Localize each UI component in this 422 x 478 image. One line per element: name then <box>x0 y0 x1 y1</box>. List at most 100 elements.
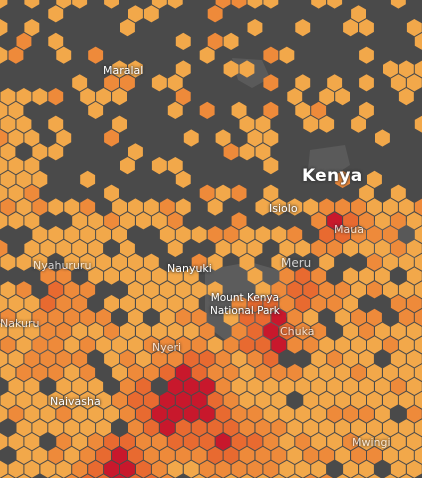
hex-bin[interactable] <box>167 405 183 423</box>
hex-bin[interactable] <box>183 350 199 368</box>
hex-bin[interactable] <box>303 308 319 326</box>
hex-bin[interactable] <box>398 60 414 78</box>
hex-bin[interactable] <box>287 198 303 216</box>
hex-bin[interactable] <box>390 322 406 340</box>
hex-bin[interactable] <box>167 212 183 230</box>
hex-bin[interactable] <box>1 474 16 478</box>
hex-bin[interactable] <box>24 295 40 313</box>
hex-bin[interactable] <box>239 60 255 78</box>
hex-bin[interactable] <box>390 433 406 451</box>
hex-bin[interactable] <box>239 391 255 409</box>
hex-bin[interactable] <box>175 364 191 382</box>
hex-bin[interactable] <box>128 5 143 23</box>
hex-bin[interactable] <box>80 474 95 478</box>
hex-bin[interactable] <box>191 446 207 464</box>
hex-bin[interactable] <box>398 446 414 464</box>
hex-bin[interactable] <box>32 198 48 216</box>
hex-bin[interactable] <box>159 364 175 382</box>
hex-bin[interactable] <box>295 460 311 478</box>
hex-bin[interactable] <box>8 46 24 64</box>
hex-bin[interactable] <box>80 88 96 106</box>
hex-bin[interactable] <box>359 101 374 119</box>
hex-bin[interactable] <box>215 460 231 478</box>
hex-bin[interactable] <box>383 226 398 244</box>
hex-bin[interactable] <box>175 198 191 216</box>
hex-bin[interactable] <box>223 143 239 161</box>
hex-bin[interactable] <box>88 101 104 119</box>
hex-bin[interactable] <box>167 239 183 257</box>
hex-bin[interactable] <box>24 405 40 423</box>
hex-bin[interactable] <box>128 419 143 437</box>
hex-bin[interactable] <box>359 350 374 368</box>
hex-bin[interactable] <box>112 60 127 78</box>
hex-bin[interactable] <box>231 184 247 202</box>
hex-bin[interactable] <box>0 170 16 188</box>
hex-bin[interactable] <box>247 295 263 313</box>
hex-bin[interactable] <box>136 405 151 423</box>
hex-bin[interactable] <box>112 115 127 133</box>
hex-bin[interactable] <box>375 239 390 257</box>
hex-bin[interactable] <box>96 474 111 478</box>
hex-bin[interactable] <box>88 322 104 340</box>
hex-bin[interactable] <box>72 322 88 340</box>
hex-bin[interactable] <box>335 308 350 326</box>
hex-bin[interactable] <box>128 198 143 216</box>
hex-bin[interactable] <box>223 308 239 326</box>
hex-bin[interactable] <box>327 377 343 395</box>
hex-bin[interactable] <box>287 336 303 354</box>
hex-bin[interactable] <box>16 32 32 50</box>
hex-bin[interactable] <box>343 322 358 340</box>
hex-bin[interactable] <box>0 157 8 175</box>
hex-bin[interactable] <box>24 460 40 478</box>
hex-bin[interactable] <box>335 419 350 437</box>
hex-bin[interactable] <box>8 184 24 202</box>
hex-bin[interactable] <box>303 474 318 478</box>
hex-bin[interactable] <box>136 433 151 451</box>
hex-bin[interactable] <box>0 184 8 202</box>
hex-bin[interactable] <box>175 281 191 299</box>
hex-bin[interactable] <box>247 433 263 451</box>
hex-bin[interactable] <box>0 115 16 133</box>
hex-bin[interactable] <box>351 115 366 133</box>
hex-bin[interactable] <box>414 446 422 464</box>
hex-bin[interactable] <box>215 129 231 147</box>
hex-bin[interactable] <box>367 336 382 354</box>
hex-bin[interactable] <box>287 474 302 478</box>
hex-bin[interactable] <box>16 419 32 437</box>
hex-bin[interactable] <box>136 267 151 285</box>
hex-bin[interactable] <box>279 239 295 257</box>
hex-bin[interactable] <box>128 281 143 299</box>
hex-bin[interactable] <box>128 364 143 382</box>
hex-bin[interactable] <box>0 198 16 216</box>
hex-bin[interactable] <box>183 322 199 340</box>
hex-bin[interactable] <box>24 433 40 451</box>
hex-bin[interactable] <box>215 0 231 9</box>
hex-bin[interactable] <box>319 281 335 299</box>
hex-bin[interactable] <box>319 115 335 133</box>
hex-bin[interactable] <box>271 253 287 271</box>
hex-bin[interactable] <box>48 474 63 478</box>
hex-bin[interactable] <box>159 391 175 409</box>
hex-bin[interactable] <box>367 226 382 244</box>
hex-bin[interactable] <box>231 433 247 451</box>
hex-bin[interactable] <box>88 405 104 423</box>
hex-bin[interactable] <box>319 446 335 464</box>
hex-bin[interactable] <box>136 350 151 368</box>
hex-bin[interactable] <box>183 129 199 147</box>
hex-bin[interactable] <box>32 336 48 354</box>
hex-bin[interactable] <box>406 19 422 37</box>
hex-bin[interactable] <box>303 446 319 464</box>
hex-bin[interactable] <box>311 322 327 340</box>
hex-bin[interactable] <box>128 446 143 464</box>
hex-bin[interactable] <box>383 419 398 437</box>
hex-bin[interactable] <box>367 198 382 216</box>
hex-bin[interactable] <box>24 322 40 340</box>
hex-bin[interactable] <box>398 308 414 326</box>
hex-bin[interactable] <box>96 308 111 326</box>
hex-bin[interactable] <box>287 419 303 437</box>
hex-bin[interactable] <box>151 157 167 175</box>
hex-bin[interactable] <box>367 281 382 299</box>
hex-bin[interactable] <box>215 350 231 368</box>
hex-bin[interactable] <box>48 198 64 216</box>
